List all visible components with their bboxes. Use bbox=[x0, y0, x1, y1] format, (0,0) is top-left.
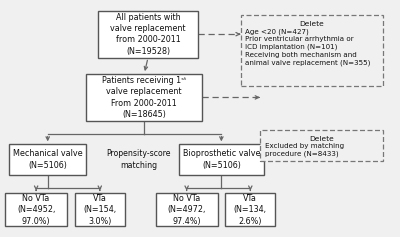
Text: Patients receiving 1ˢᵗ
valve replacement
From 2000-2011
(N=18645): Patients receiving 1ˢᵗ valve replacement… bbox=[102, 76, 186, 119]
Bar bbox=[241, 15, 384, 86]
Text: VTa
(N=134,
2.6%): VTa (N=134, 2.6%) bbox=[234, 194, 267, 226]
Text: Propensity-score
matching: Propensity-score matching bbox=[106, 149, 171, 170]
Text: Age <20 (N=427)
Prior ventricular arrhythmia or
ICD implantation (N=101)
Receivi: Age <20 (N=427) Prior ventricular arrhyt… bbox=[245, 28, 371, 66]
Bar bbox=[9, 144, 86, 175]
Text: Excluded by matching
procedure (N=8433): Excluded by matching procedure (N=8433) bbox=[264, 143, 344, 157]
Text: Mechanical valve
(N=5106): Mechanical valve (N=5106) bbox=[13, 149, 82, 170]
Bar bbox=[260, 130, 384, 161]
Bar bbox=[86, 74, 202, 121]
Bar bbox=[5, 193, 67, 226]
Text: No VTa
(N=4952,
97.0%): No VTa (N=4952, 97.0%) bbox=[17, 194, 55, 226]
Text: All patients with
valve replacement
from 2000-2011
(N=19528): All patients with valve replacement from… bbox=[110, 13, 186, 56]
Text: Delete: Delete bbox=[300, 21, 324, 27]
Text: No VTa
(N=4972,
97.4%): No VTa (N=4972, 97.4%) bbox=[168, 194, 206, 226]
Text: Bioprosthetic valve
(N=5106): Bioprosthetic valve (N=5106) bbox=[183, 149, 260, 170]
Bar bbox=[75, 193, 125, 226]
Bar bbox=[156, 193, 218, 226]
Text: VTa
(N=154,
3.0%): VTa (N=154, 3.0%) bbox=[83, 194, 116, 226]
Bar bbox=[225, 193, 275, 226]
Text: Delete: Delete bbox=[309, 136, 334, 142]
Bar bbox=[98, 11, 198, 58]
Bar bbox=[179, 144, 264, 175]
